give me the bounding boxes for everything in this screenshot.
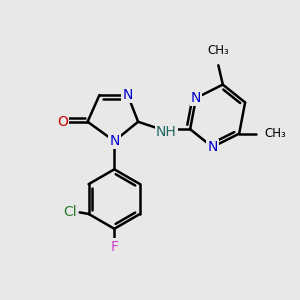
Text: N: N [109, 134, 119, 148]
Text: N: N [191, 91, 201, 105]
Text: N: N [207, 140, 218, 154]
Text: Cl: Cl [63, 206, 77, 219]
Text: F: F [110, 240, 118, 254]
Text: N: N [122, 88, 133, 102]
Text: NH: NH [156, 125, 177, 139]
Text: CH₃: CH₃ [208, 44, 229, 57]
Text: O: O [57, 115, 68, 129]
Text: CH₃: CH₃ [264, 127, 286, 140]
